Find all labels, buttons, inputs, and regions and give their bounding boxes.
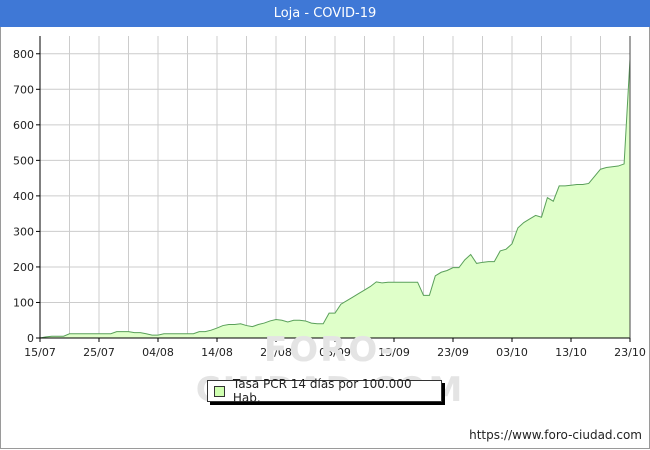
x-tick-label: 14/08 xyxy=(201,346,233,359)
x-tick-label: 25/07 xyxy=(83,346,115,359)
source-url: https://www.foro-ciudad.com xyxy=(469,428,642,442)
y-tick-label: 700 xyxy=(13,83,34,96)
x-tick-label: 03/09 xyxy=(319,346,351,359)
x-tick-label: 13/10 xyxy=(555,346,587,359)
y-tick-label: 100 xyxy=(13,296,34,309)
y-tick-label: 300 xyxy=(13,225,34,238)
y-tick-label: 400 xyxy=(13,190,34,203)
y-tick-label: 200 xyxy=(13,261,34,274)
legend-swatch xyxy=(214,385,225,397)
y-tick-label: 800 xyxy=(13,48,34,61)
x-tick-label: 03/10 xyxy=(496,346,528,359)
x-tick-label: 23/10 xyxy=(614,346,646,359)
chart-title: Loja - COVID-19 xyxy=(273,6,377,21)
legend-label: Tasa PCR 14 días por 100.000 Hab. xyxy=(232,377,412,405)
series-line xyxy=(39,59,631,339)
y-tick-label: 600 xyxy=(13,119,34,132)
y-tick-label: 0 xyxy=(27,332,34,345)
legend: Tasa PCR 14 días por 100.000 Hab. xyxy=(207,377,442,405)
x-tick-label: 15/07 xyxy=(24,346,56,359)
y-tick-label: 500 xyxy=(13,154,34,167)
chart-title-bar: Loja - COVID-19 xyxy=(0,0,650,27)
x-tick-label: 24/08 xyxy=(260,346,292,359)
x-tick-label: 04/08 xyxy=(142,346,174,359)
series-area xyxy=(40,59,630,339)
x-tick-label: 13/09 xyxy=(378,346,410,359)
x-tick-label: 23/09 xyxy=(437,346,469,359)
